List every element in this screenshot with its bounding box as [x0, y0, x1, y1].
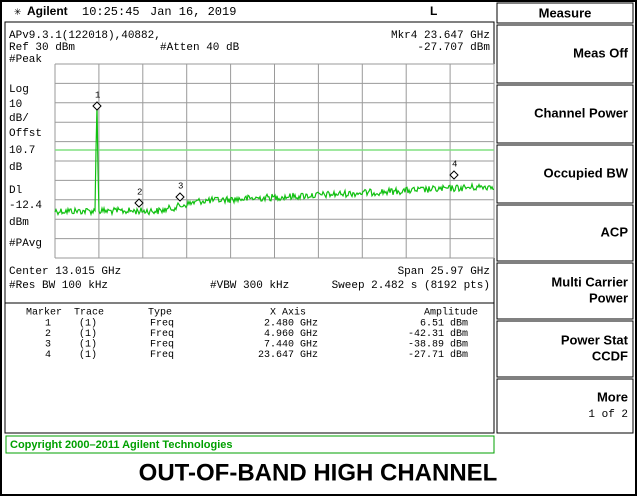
- caption: OUT-OF-BAND HIGH CHANNEL: [139, 459, 498, 486]
- table-cell: 23.647 GHz: [258, 350, 318, 361]
- menu-title: Measure: [539, 5, 592, 20]
- table-cell: 6.51 dBm: [420, 318, 468, 330]
- label: Type: [148, 308, 172, 319]
- table-cell: Freq: [150, 350, 174, 361]
- table-cell: 4: [45, 350, 51, 361]
- copyright-bar: [5, 435, 495, 454]
- softkey: [496, 144, 634, 204]
- table-cell: 7.440 GHz: [264, 340, 318, 351]
- marker-amplitude: -27.707 dBm: [417, 42, 490, 54]
- softkey-label: CCDF: [592, 348, 628, 363]
- table-cell: -42.31 dBm: [408, 328, 468, 340]
- table-cell: -38.89 dBm: [408, 339, 468, 351]
- screen-frame: [4, 21, 495, 434]
- label: dB/: [9, 113, 29, 125]
- res-bw: #Res BW 100 kHz: [9, 280, 108, 292]
- time: 10:25:45: [82, 5, 140, 19]
- marker-label: 4: [452, 159, 457, 169]
- table-cell: (1): [79, 349, 97, 361]
- table-cell: (1): [79, 318, 97, 330]
- trace: [54, 105, 495, 217]
- vbw: #VBW 300 kHz: [210, 280, 289, 292]
- label: 10: [9, 99, 22, 111]
- softkey: [496, 204, 634, 262]
- label: #PAvg: [9, 238, 42, 250]
- table-cell: Freq: [150, 319, 174, 330]
- sweep: Sweep 2.482 s (8192 pts): [332, 280, 490, 292]
- copyright: Copyright 2000–2011 Agilent Technologies: [10, 439, 233, 451]
- label: dBm: [9, 217, 29, 229]
- label: Amplitude: [424, 307, 478, 319]
- star-icon: ✳: [14, 5, 21, 19]
- span: Span 25.97 GHz: [398, 266, 490, 278]
- softkey-sublabel: 1 of 2: [588, 409, 628, 421]
- marker-readout: Mkr4 23.647 GHz: [391, 30, 490, 42]
- softkey: [496, 378, 634, 434]
- label: Dl: [9, 185, 22, 197]
- marker-diamond: [175, 192, 185, 202]
- label: dB: [9, 162, 23, 174]
- center: Center 13.015 GHz: [9, 266, 121, 278]
- table-cell: (1): [79, 339, 97, 351]
- atten: #Atten 40 dB: [160, 42, 240, 54]
- brand: Agilent: [27, 4, 68, 18]
- info: APv9.3.1(122018),40882,: [9, 30, 161, 42]
- mode: L: [430, 4, 437, 18]
- softkey-label: Multi Carrier: [551, 274, 628, 289]
- softkey-label: Power Stat: [561, 332, 629, 347]
- table-cell: 1: [45, 319, 51, 330]
- softkey-label: Power: [589, 290, 628, 305]
- graticule: [54, 63, 495, 259]
- softkey: [496, 262, 634, 320]
- label: Offst: [9, 128, 42, 140]
- label: #Peak: [9, 54, 42, 66]
- table-cell: Freq: [150, 340, 174, 351]
- table-cell: 4.960 GHz: [264, 329, 318, 340]
- softkey-label: ACP: [601, 224, 629, 239]
- label: Trace: [74, 308, 104, 319]
- marker-diamond: [134, 198, 144, 208]
- label: Log: [9, 84, 29, 96]
- softkey-label: Occupied BW: [543, 165, 628, 180]
- softkey-label: More: [597, 389, 628, 404]
- date: Jan 16, 2019: [150, 5, 236, 19]
- label: -12.4: [9, 200, 42, 212]
- menu-title-box: [496, 2, 634, 24]
- softkey-label: Channel Power: [534, 105, 628, 120]
- marker-label: 2: [137, 187, 142, 197]
- table-cell: 3: [45, 340, 51, 351]
- marker-diamond: [449, 170, 459, 180]
- softkey: [496, 24, 634, 84]
- table-cell: 2.480 GHz: [264, 319, 318, 330]
- label: Marker: [26, 307, 62, 319]
- table-cell: 2: [45, 329, 51, 340]
- softkey-label: Meas Off: [573, 45, 629, 60]
- label: X Axis: [270, 307, 306, 319]
- table-cell: -27.71 dBm: [408, 349, 468, 361]
- softkey: [496, 84, 634, 144]
- marker-diamond: [92, 101, 102, 111]
- marker-label: 1: [95, 90, 100, 100]
- ref: Ref 30 dBm: [9, 42, 75, 54]
- table-cell: (1): [79, 328, 97, 340]
- label: 10.7: [9, 145, 35, 157]
- marker-label: 3: [178, 181, 183, 191]
- softkey: [496, 320, 634, 378]
- table-cell: Freq: [150, 329, 174, 340]
